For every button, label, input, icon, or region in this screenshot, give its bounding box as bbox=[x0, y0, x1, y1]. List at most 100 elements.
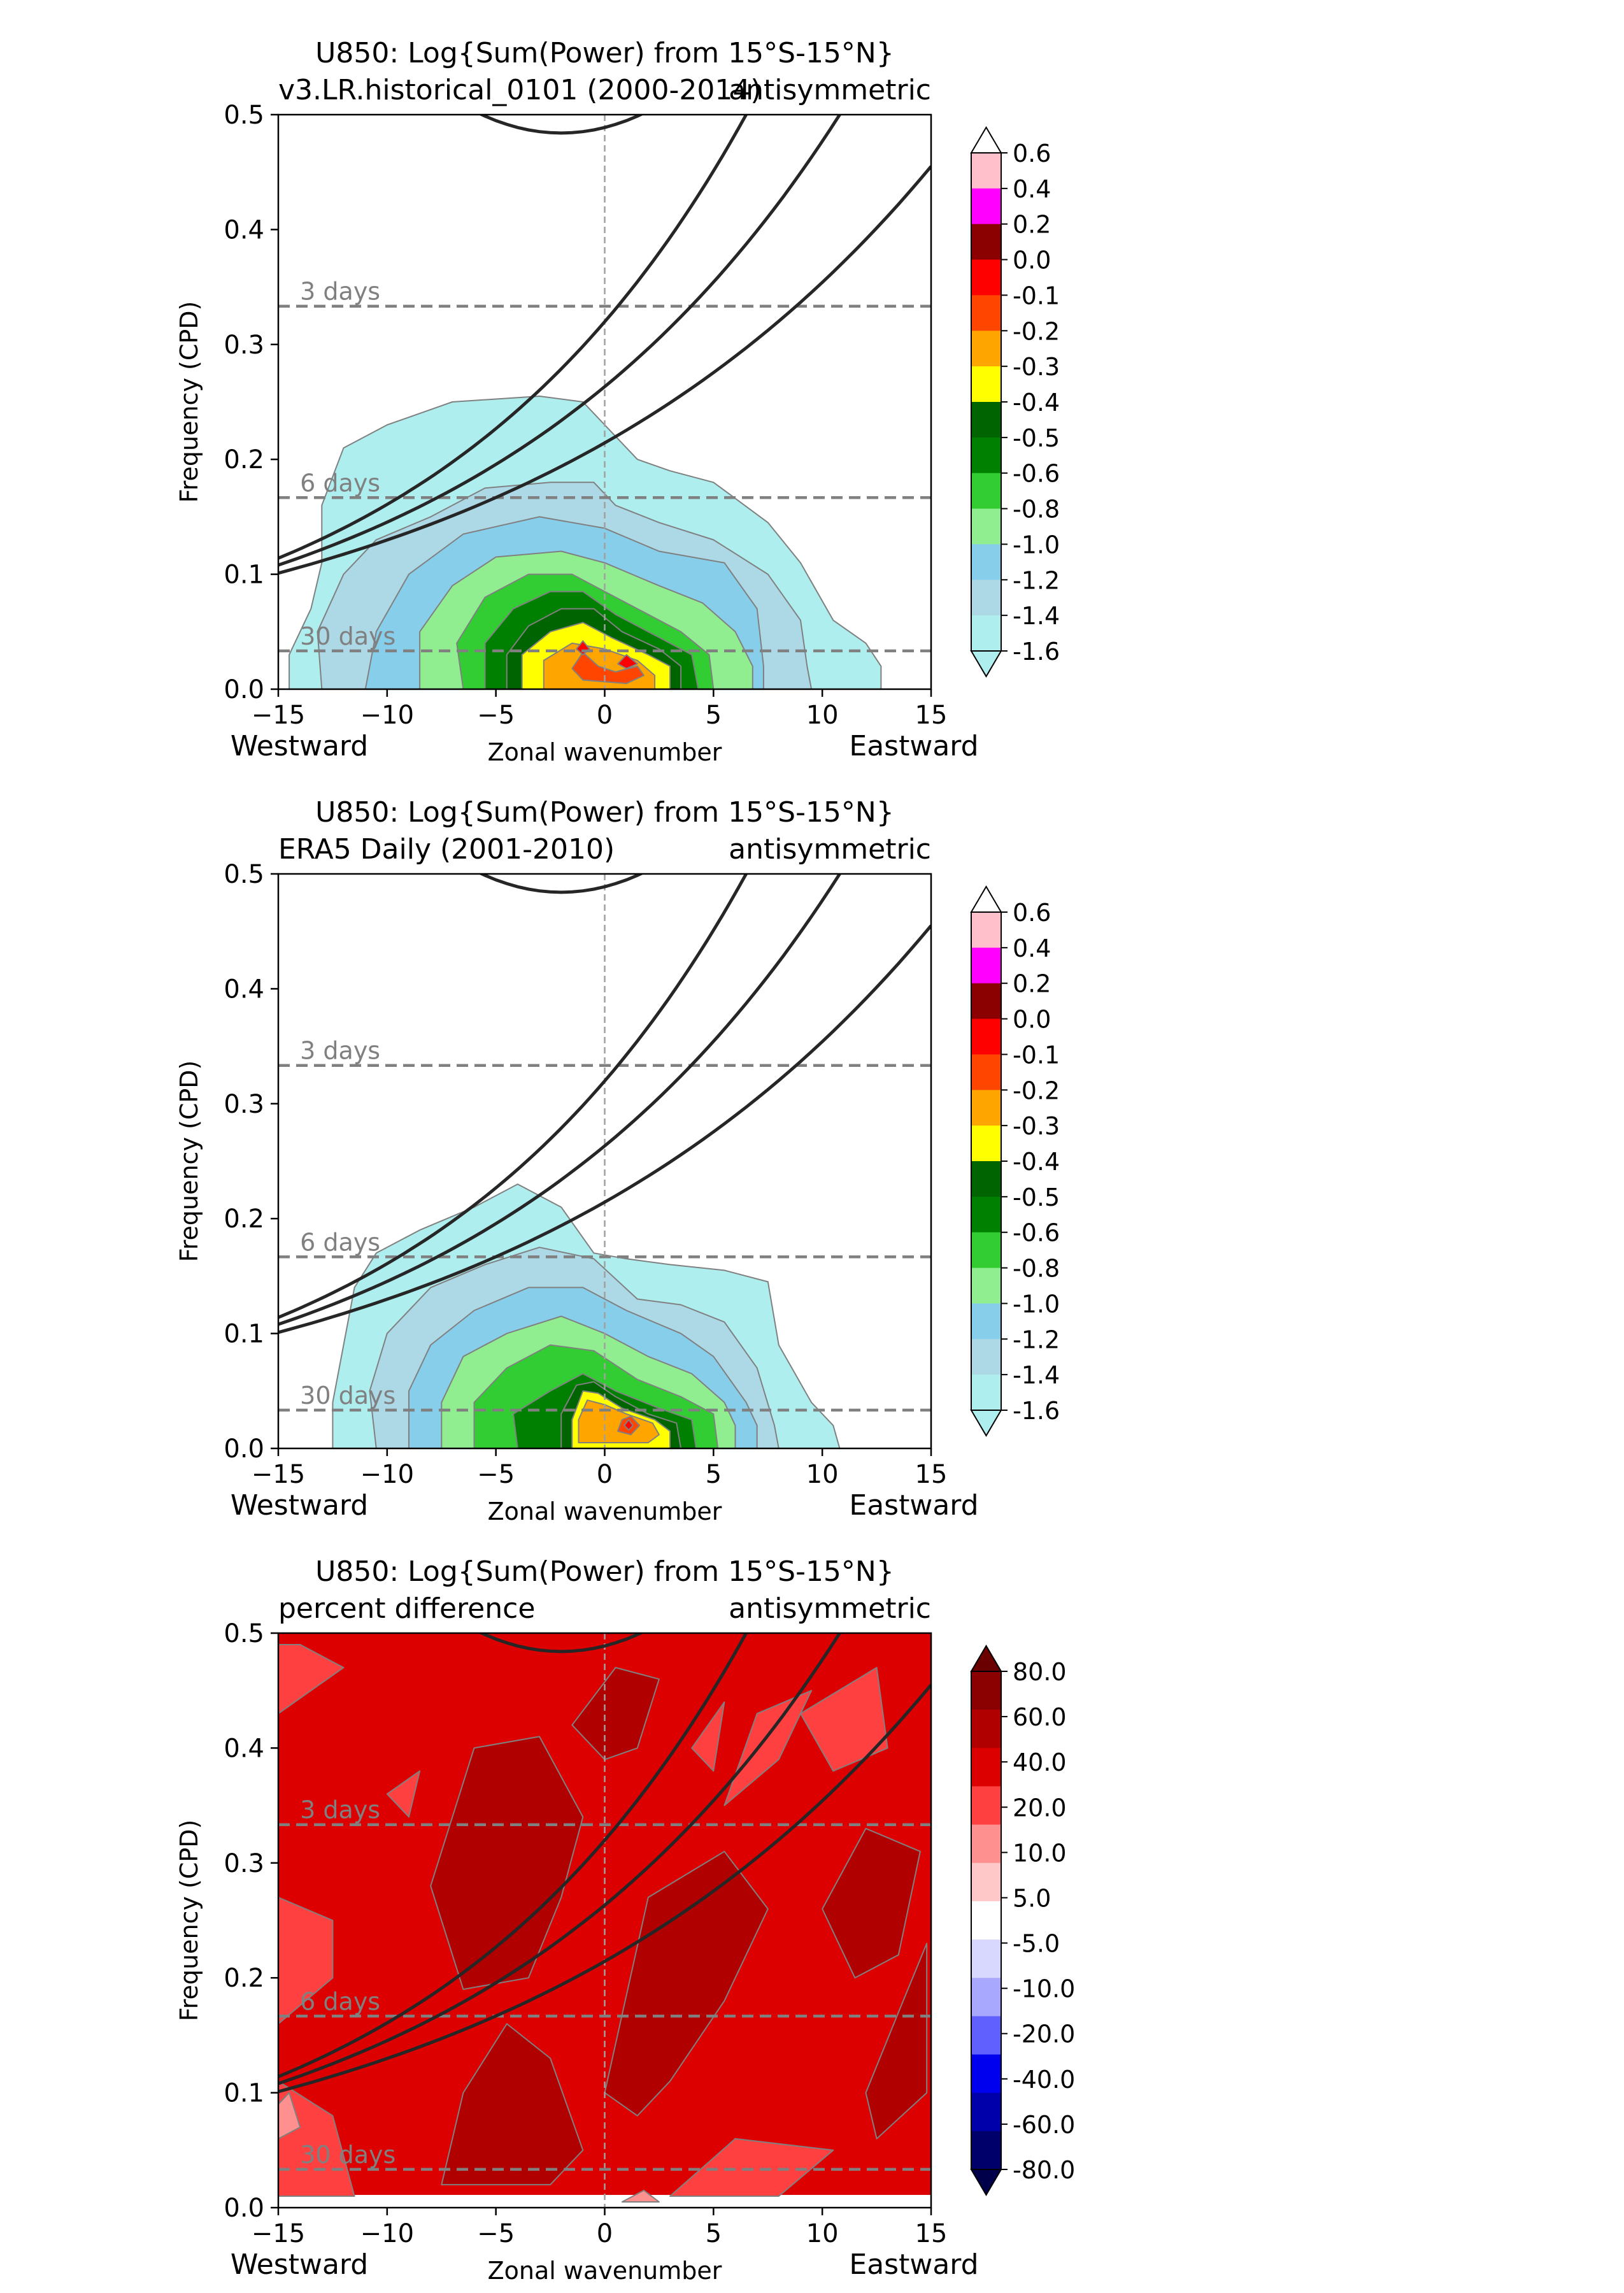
colorbar-swatch bbox=[971, 2092, 1001, 2132]
title-line1: U850: Log{Sum(Power) from 15°S-15°N} bbox=[315, 1555, 894, 1588]
contour-level-60 bbox=[430, 1736, 584, 1990]
dispersion-curve-top_arc bbox=[478, 115, 645, 135]
x-tick-label: −5 bbox=[477, 2219, 515, 2248]
colorbar-label: -1.0 bbox=[1013, 531, 1060, 559]
contour-level-20 bbox=[691, 1701, 725, 1772]
title-line1: U850: Log{Sum(Power) from 15°S-15°N} bbox=[315, 37, 894, 69]
colorbar-swatch bbox=[971, 437, 1001, 474]
x-tick-label: 5 bbox=[706, 701, 722, 730]
y-axis-label: Frequency (CPD) bbox=[175, 301, 203, 503]
y-tick-label: 0.0 bbox=[224, 1434, 264, 1464]
dispersion-curve-kelvin_h12 bbox=[278, 115, 748, 560]
y-tick-label: 0.1 bbox=[224, 1320, 264, 1349]
contour-level-20 bbox=[278, 1896, 334, 2025]
x-tick-label: 15 bbox=[915, 2219, 948, 2248]
colorbar-label: 0.0 bbox=[1013, 1006, 1051, 1034]
colorbar-label: -0.5 bbox=[1013, 1183, 1060, 1211]
colorbar-swatch bbox=[971, 1748, 1001, 1787]
title-line1: U850: Log{Sum(Power) from 15°S-15°N} bbox=[315, 796, 894, 829]
colorbar-label: -1.2 bbox=[1013, 566, 1060, 594]
colorbar-label: -1.4 bbox=[1013, 1361, 1060, 1389]
colorbar-swatch bbox=[971, 259, 1001, 296]
contour-level-60 bbox=[822, 1827, 921, 1979]
colorbar-label: -40.0 bbox=[1013, 2066, 1075, 2094]
colorbar-label: -0.4 bbox=[1013, 1148, 1060, 1176]
y-axis-label: Frequency (CPD) bbox=[175, 1820, 203, 2022]
contour-level-20 bbox=[723, 1690, 813, 1806]
period-label: 6 days bbox=[300, 469, 380, 497]
contour-level-20 bbox=[278, 1644, 345, 1715]
period-label: 3 days bbox=[300, 1796, 380, 1824]
x-tick-label: 5 bbox=[706, 2219, 722, 2248]
title-left: percent difference bbox=[278, 1592, 535, 1625]
colorbar-swatch bbox=[971, 1161, 1001, 1197]
colorbar-swatch bbox=[971, 947, 1001, 984]
westward-label: Westward bbox=[231, 2248, 368, 2281]
eastward-label: Eastward bbox=[849, 1489, 978, 1522]
y-tick-label: 0.5 bbox=[224, 101, 264, 130]
colorbar-swatch bbox=[971, 473, 1001, 510]
colorbar-label: 0.2 bbox=[1013, 970, 1051, 998]
y-tick-label: 0.4 bbox=[224, 215, 264, 245]
plot-area: 3 days 6 days 30 days bbox=[278, 1633, 931, 2208]
y-tick-label: 0.2 bbox=[224, 1204, 264, 1234]
colorbar-swatch bbox=[971, 1901, 1001, 1940]
panel-model: U850: Log{Sum(Power) from 15°S-15°N} v3.L… bbox=[175, 37, 1060, 766]
colorbar-extend-high bbox=[970, 126, 1002, 154]
contour-level-20 bbox=[669, 2138, 834, 2197]
x-tick-label: 10 bbox=[806, 2219, 839, 2248]
colorbar-swatch bbox=[971, 153, 1001, 189]
contour-level-10 bbox=[621, 2189, 660, 2203]
y-tick-label: 0.2 bbox=[224, 1964, 264, 1993]
dispersion-curve-kelvin_h50 bbox=[278, 1683, 931, 2094]
colorbar-extend-low bbox=[970, 650, 1002, 678]
colorbar-swatch bbox=[971, 1018, 1001, 1055]
y-tick-label: 0.2 bbox=[224, 445, 264, 475]
y-tick-label: 0.4 bbox=[224, 1734, 264, 1763]
westward-label: Westward bbox=[231, 1489, 368, 1522]
colorbar-swatch bbox=[971, 1939, 1001, 1978]
colorbar-swatch bbox=[971, 1268, 1001, 1304]
colorbar-swatch bbox=[971, 224, 1001, 261]
y-tick-label: 0.1 bbox=[224, 2079, 264, 2108]
dispersion-curve-kelvin_h25 bbox=[278, 874, 841, 1326]
x-axis-label: Zonal wavenumber bbox=[488, 1497, 722, 1525]
y-tick-label: 0.0 bbox=[224, 675, 264, 704]
colorbar-label: 10.0 bbox=[1013, 1839, 1067, 1867]
panel-diff: U850: Log{Sum(Power) from 15°S-15°N} perc… bbox=[175, 1555, 1075, 2285]
colorbar-swatch bbox=[971, 1862, 1001, 1902]
colorbar-label: -0.8 bbox=[1013, 1255, 1060, 1283]
contour-level--0p1 bbox=[623, 1418, 634, 1431]
colorbar-swatch bbox=[971, 402, 1001, 438]
colorbar-label: -1.4 bbox=[1013, 602, 1060, 630]
period-label: 30 days bbox=[300, 1382, 395, 1410]
colorbar-extend-low bbox=[970, 2169, 1002, 2196]
dispersion-curve-kelvin_h50 bbox=[278, 165, 931, 575]
contour-level--0p1 bbox=[617, 654, 638, 669]
title-left: ERA5 Daily (2001-2010) bbox=[278, 833, 615, 866]
contour-level-60 bbox=[865, 1943, 928, 2139]
colorbar-label: -1.2 bbox=[1013, 1325, 1060, 1354]
x-tick-label: 0 bbox=[597, 701, 613, 730]
dispersion-curve-top_arc bbox=[478, 874, 645, 894]
contour-level--0p3 bbox=[578, 1399, 660, 1443]
title-right: antisymmetric bbox=[729, 74, 931, 106]
x-tick-label: 0 bbox=[597, 2219, 613, 2248]
x-tick-label: 15 bbox=[915, 1460, 948, 1489]
colorbar-extend-high bbox=[970, 885, 1002, 913]
colorbar-label: -0.4 bbox=[1013, 389, 1060, 417]
dispersion-curve-kelvin_h25 bbox=[278, 1633, 841, 2085]
y-tick-label: 0.4 bbox=[224, 975, 264, 1004]
colorbar-swatch bbox=[971, 1339, 1001, 1375]
contour-level-60 bbox=[441, 2023, 584, 2185]
contour-level-20 bbox=[278, 2080, 355, 2197]
dispersion-curve-kelvin_h12 bbox=[278, 874, 748, 1319]
colorbar-label: -5.0 bbox=[1013, 1930, 1060, 1958]
dispersion-curve-kelvin_h12 bbox=[278, 1633, 748, 2078]
colorbar-swatch bbox=[971, 615, 1001, 652]
x-axis-label: Zonal wavenumber bbox=[488, 2257, 722, 2285]
colorbar-swatch bbox=[971, 366, 1001, 403]
colorbar-label: -0.2 bbox=[1013, 317, 1060, 345]
x-tick-label: −5 bbox=[477, 701, 515, 730]
colorbar-swatch bbox=[971, 2054, 1001, 2094]
